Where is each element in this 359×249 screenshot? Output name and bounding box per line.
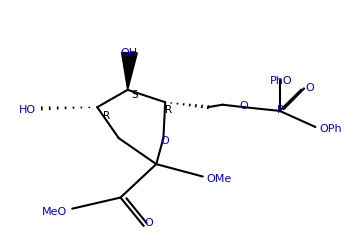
Text: O: O bbox=[306, 83, 314, 93]
Text: PhO: PhO bbox=[269, 76, 292, 86]
Text: O: O bbox=[160, 136, 169, 146]
Text: R: R bbox=[103, 111, 110, 121]
Text: S: S bbox=[131, 90, 138, 100]
Text: R: R bbox=[165, 105, 172, 115]
Text: OPh: OPh bbox=[320, 124, 342, 134]
Polygon shape bbox=[122, 53, 137, 90]
Text: O: O bbox=[239, 101, 248, 111]
Text: O: O bbox=[144, 218, 153, 229]
Text: OH: OH bbox=[121, 48, 138, 58]
Text: HO: HO bbox=[19, 105, 37, 115]
Text: MeO: MeO bbox=[42, 207, 67, 217]
Text: P: P bbox=[278, 105, 284, 115]
Text: OMe: OMe bbox=[206, 175, 232, 185]
